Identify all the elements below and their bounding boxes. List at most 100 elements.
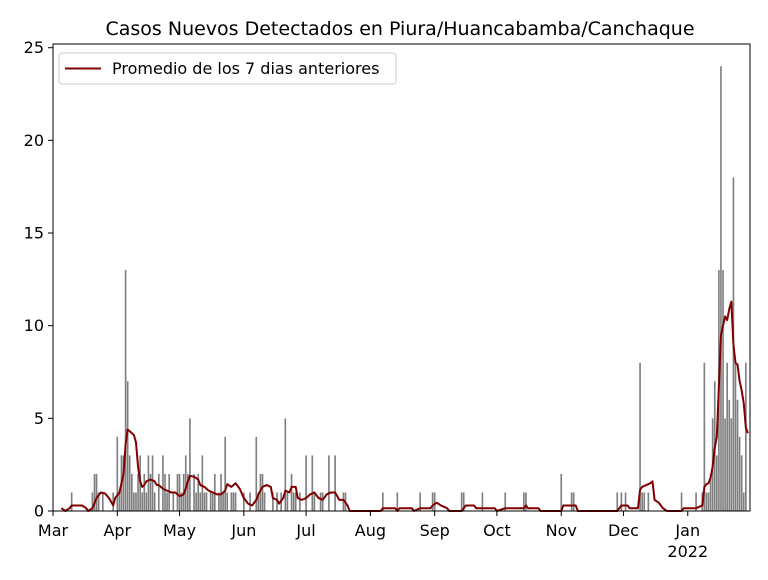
bar — [740, 455, 743, 511]
bar — [620, 492, 623, 511]
bar — [128, 455, 131, 511]
y-tick-label: 5 — [34, 409, 44, 428]
bar — [187, 473, 189, 511]
bar — [91, 492, 94, 511]
bar — [263, 492, 266, 511]
bar — [166, 492, 168, 511]
x-year-label: 2022 — [667, 542, 708, 561]
bar — [147, 455, 150, 511]
bar — [137, 473, 139, 511]
legend-box — [58, 52, 397, 85]
bar — [232, 492, 235, 511]
bar — [736, 399, 739, 511]
bar — [724, 418, 726, 511]
bar — [218, 492, 220, 511]
bar — [311, 455, 314, 511]
bar — [720, 66, 722, 512]
bar — [255, 436, 258, 511]
legend: Promedio de los 7 dias anteriores — [58, 52, 397, 85]
bar — [641, 492, 643, 511]
bar — [135, 492, 137, 511]
x-tick-label: May — [163, 521, 196, 540]
x-tick-label: Dec — [608, 521, 639, 540]
axes-group: 0 5 10 15 20 25 Mar Apr May Jun Jul Aug Sep Oct Nov Dec… — [24, 38, 751, 561]
bar — [143, 473, 146, 511]
bar — [184, 455, 187, 511]
legend-label: Promedio de los 7 dias anteriores — [112, 59, 379, 78]
bar — [70, 492, 73, 511]
bar — [433, 492, 436, 511]
bar — [319, 492, 322, 511]
bar — [342, 492, 345, 511]
bar — [695, 492, 697, 511]
bar — [290, 473, 293, 511]
bar — [243, 492, 245, 511]
bar — [419, 492, 421, 511]
y-tick-label: 25 — [24, 38, 44, 57]
bar — [742, 492, 745, 511]
bar — [176, 473, 179, 511]
bar — [151, 455, 154, 511]
bar — [145, 492, 148, 511]
bar — [525, 492, 527, 511]
bar — [734, 362, 737, 511]
bar — [726, 362, 729, 511]
bar — [178, 473, 181, 511]
bar — [504, 492, 507, 511]
bar — [195, 492, 197, 511]
bar — [284, 418, 287, 511]
x-tick-label: Jan — [674, 521, 700, 540]
x-tick-label: Aug — [355, 521, 386, 540]
x-tick-label: Apr — [103, 521, 131, 540]
bar — [226, 492, 229, 511]
bar — [294, 492, 297, 511]
bar — [224, 436, 227, 511]
bar — [180, 492, 183, 511]
bar — [730, 418, 733, 511]
bar — [199, 492, 202, 511]
bar — [321, 492, 324, 511]
bar — [745, 362, 747, 511]
bar — [722, 270, 724, 511]
bar — [201, 455, 204, 511]
bar — [334, 455, 336, 511]
bar — [93, 473, 96, 511]
bar — [131, 473, 133, 511]
bar — [560, 473, 563, 511]
bar — [157, 473, 160, 511]
bar — [249, 492, 251, 511]
y-tick-label: 10 — [24, 316, 44, 335]
bar — [396, 492, 399, 511]
bar — [523, 492, 525, 511]
bar — [101, 492, 104, 511]
bar — [234, 492, 237, 511]
bar — [272, 492, 274, 511]
bar — [705, 492, 708, 511]
x-tick-label: Oct — [483, 521, 511, 540]
bar — [189, 418, 191, 511]
bar — [707, 492, 710, 511]
bar — [203, 492, 206, 511]
bar — [124, 270, 127, 511]
bar — [286, 492, 289, 511]
bar — [305, 455, 307, 511]
bar — [122, 455, 125, 511]
bar — [738, 436, 741, 511]
bar — [149, 473, 152, 511]
bar — [462, 492, 465, 511]
bar — [643, 492, 646, 511]
y-tick-label: 15 — [24, 224, 44, 243]
bar — [299, 492, 301, 511]
y-tick-label: 0 — [34, 502, 44, 521]
bar — [118, 492, 121, 511]
bar — [481, 492, 484, 511]
y-tick-label: 20 — [24, 131, 44, 150]
bar — [220, 473, 222, 511]
bar — [639, 362, 641, 511]
bar — [572, 492, 575, 511]
bar — [133, 492, 135, 511]
bar — [116, 436, 119, 511]
bar — [382, 492, 384, 511]
